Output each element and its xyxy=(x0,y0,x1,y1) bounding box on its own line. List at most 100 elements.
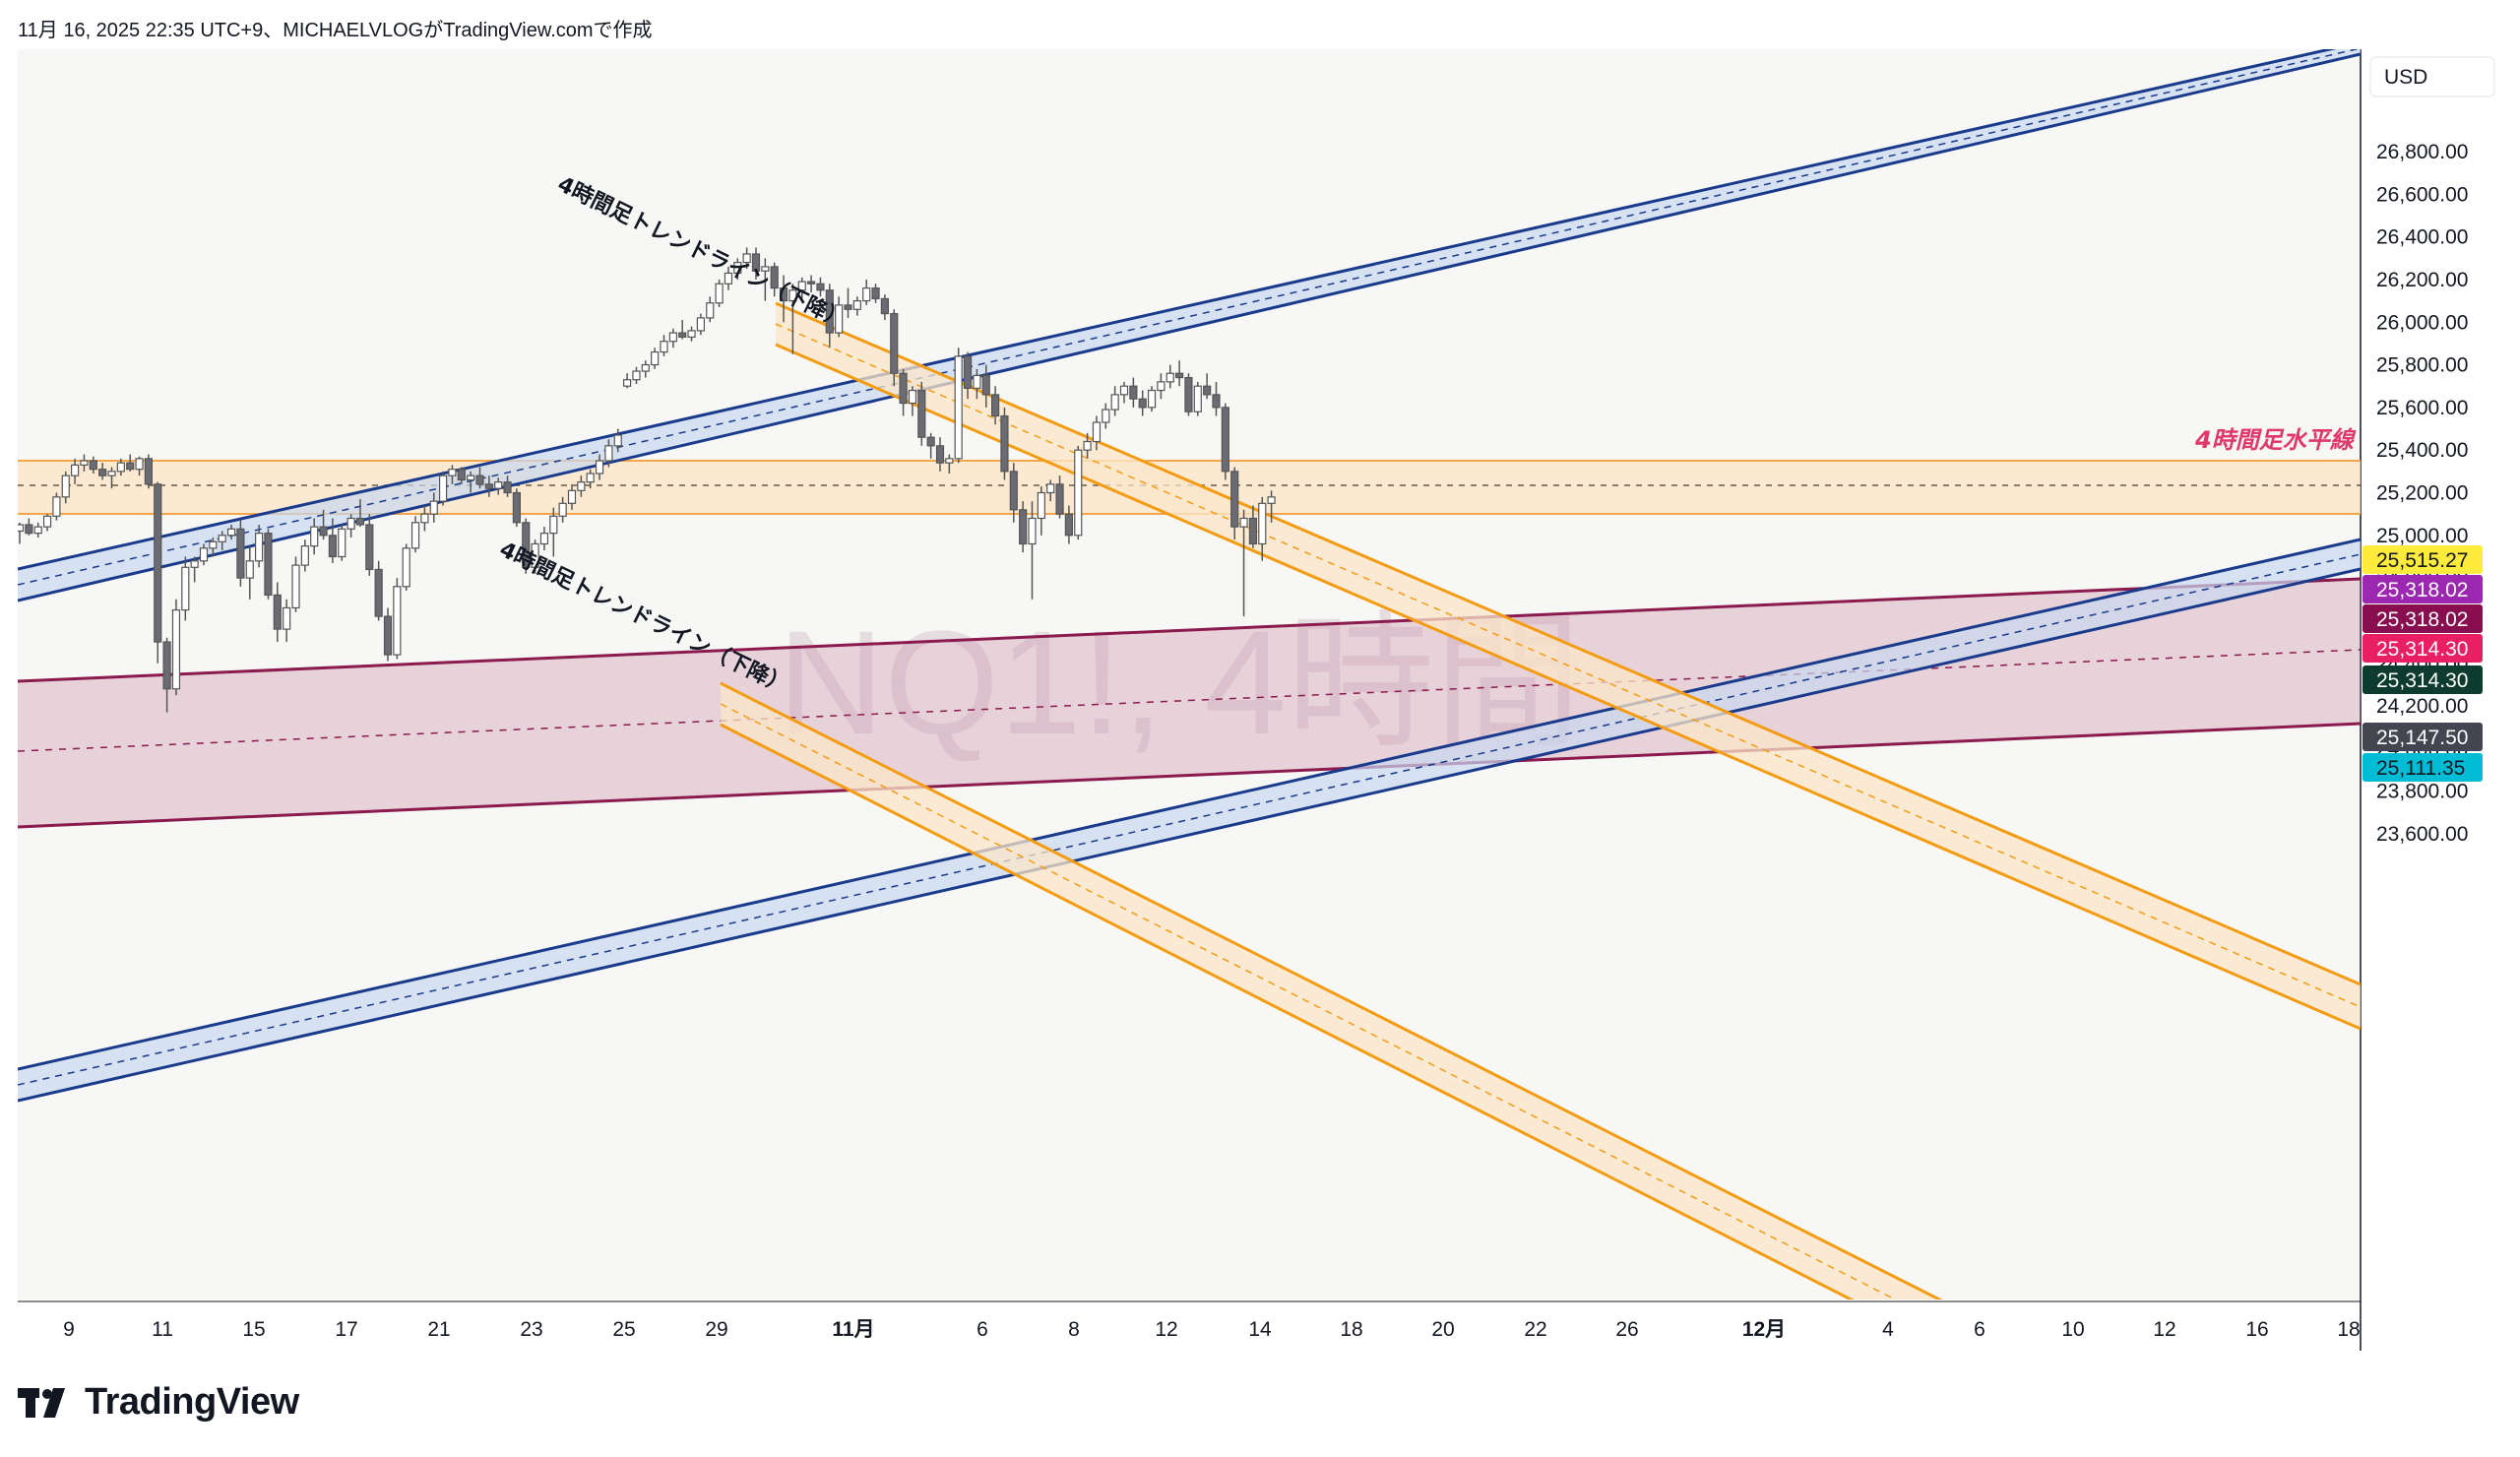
candle-body xyxy=(346,517,355,530)
candle-body xyxy=(1019,509,1028,545)
candle-body xyxy=(1037,491,1045,520)
candle-body xyxy=(33,526,42,535)
candle-body xyxy=(990,394,1000,417)
candle-body xyxy=(770,266,779,289)
horizontal-line-label: 4時間足水平線 xyxy=(2194,426,2357,454)
candle-body xyxy=(531,542,539,568)
upper-blue-line-top[interactable] xyxy=(18,42,2361,571)
candle-body xyxy=(70,464,80,476)
lower-orange-line-bottom[interactable] xyxy=(720,723,1870,1309)
candle-body xyxy=(355,517,365,526)
candle-body xyxy=(733,262,742,275)
candle-body xyxy=(457,469,466,481)
candle-body xyxy=(512,491,522,524)
candle-body xyxy=(300,545,309,566)
candle-body xyxy=(788,289,797,302)
candle-body xyxy=(1046,483,1055,494)
price-tag xyxy=(2362,634,2483,663)
candle-body xyxy=(687,330,696,339)
upper-blue-line-mid xyxy=(18,49,2360,586)
candle-body xyxy=(844,304,852,310)
plot-area[interactable] xyxy=(18,49,2361,1299)
price-tick-label: 25,400.00 xyxy=(2376,439,2468,462)
price-tick-label: 26,200.00 xyxy=(2376,269,2468,291)
candle-body xyxy=(1102,409,1110,423)
candle-body xyxy=(549,515,558,535)
purple-channel-top[interactable] xyxy=(18,577,2361,683)
candle-body xyxy=(61,475,70,498)
candle-body xyxy=(1193,385,1202,412)
time-tick-label: 12月 xyxy=(1742,1318,1786,1341)
candle-body xyxy=(908,389,917,405)
candle-body xyxy=(393,586,402,656)
candle-body xyxy=(1174,372,1184,379)
candlestick-series[interactable] xyxy=(17,247,1276,713)
candle-body xyxy=(1000,414,1009,473)
candle-body xyxy=(816,283,825,291)
lower-blue-channel-fill[interactable] xyxy=(18,539,2361,1101)
candle-body xyxy=(42,515,52,528)
candle-body xyxy=(899,372,908,405)
upper-orange-line-top[interactable] xyxy=(775,301,2361,986)
candle-body xyxy=(410,522,420,549)
candle-body xyxy=(715,283,724,304)
price-tag xyxy=(2362,575,2483,603)
price-tick-label: 25,200.00 xyxy=(2376,482,2468,505)
candle-body xyxy=(945,458,954,464)
price-tick-label: 23,800.00 xyxy=(2376,781,2468,803)
time-tick-label: 12 xyxy=(2153,1318,2175,1341)
candle-body xyxy=(880,297,890,315)
price-tag-label: 25,314.30 xyxy=(2376,669,2468,692)
time-axis[interactable] xyxy=(18,1301,2361,1351)
time-tick-label: 18 xyxy=(1340,1318,1362,1341)
candle-body xyxy=(1184,376,1193,412)
candle-body xyxy=(577,481,586,491)
time-tick-label: 17 xyxy=(335,1318,357,1341)
candle-body xyxy=(1129,385,1138,400)
candle-body xyxy=(273,594,282,630)
upper-blue-line-bottom[interactable] xyxy=(18,52,2361,602)
candle-body xyxy=(98,469,107,476)
candle-body xyxy=(622,379,632,387)
lower-blue-line-top[interactable] xyxy=(18,538,2361,1071)
candle-body xyxy=(365,524,374,571)
price-tag xyxy=(2362,753,2483,782)
purple-channel-fill[interactable] xyxy=(18,579,2361,827)
candle-body xyxy=(797,281,806,291)
upper-orange-line-bottom[interactable] xyxy=(775,343,2361,1031)
candle-body xyxy=(1009,471,1018,511)
time-tick-label: 6 xyxy=(1974,1318,1985,1341)
currency-button[interactable] xyxy=(2369,56,2495,97)
candle-body xyxy=(973,374,981,389)
candle-body xyxy=(494,481,503,489)
candle-body xyxy=(283,606,291,630)
candle-body xyxy=(1110,394,1119,411)
candle-body xyxy=(402,547,410,588)
candle-body xyxy=(209,540,218,549)
candle-body xyxy=(328,535,337,558)
candle-body xyxy=(871,287,880,300)
candle-body xyxy=(935,445,945,464)
candle-body xyxy=(199,547,209,562)
candle-body xyxy=(291,564,300,609)
price-axis[interactable] xyxy=(2361,49,2520,1351)
lower-blue-line-bottom[interactable] xyxy=(18,567,2361,1103)
price-tick-label: 26,000.00 xyxy=(2376,311,2468,334)
price-tag xyxy=(2362,545,2483,574)
candle-body xyxy=(1147,389,1157,409)
candle-body xyxy=(1055,483,1064,515)
candle-body xyxy=(245,560,254,579)
time-tick-label: 6 xyxy=(976,1318,988,1341)
purple-channel-bottom[interactable] xyxy=(18,722,2361,829)
price-tick-label: 23,600.00 xyxy=(2376,823,2468,846)
brand-name: TradingView xyxy=(85,1381,299,1423)
candle-body xyxy=(255,533,264,562)
lower-orange-line-top[interactable] xyxy=(720,681,1959,1309)
candle-body xyxy=(1157,381,1166,392)
time-tick-label: 12 xyxy=(1155,1318,1177,1341)
candle-body xyxy=(660,341,668,353)
candle-body xyxy=(862,287,871,302)
candle-body xyxy=(1074,449,1083,537)
tradingview-logo[interactable]: TradingView xyxy=(18,1381,299,1424)
